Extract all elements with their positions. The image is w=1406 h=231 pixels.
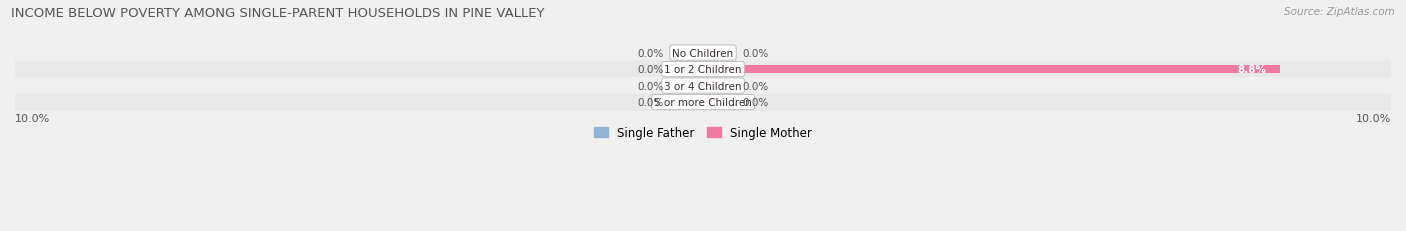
Text: Source: ZipAtlas.com: Source: ZipAtlas.com — [1284, 7, 1395, 17]
Text: No Children: No Children — [672, 48, 734, 58]
Bar — [703, 82, 725, 91]
Bar — [681, 49, 703, 58]
Bar — [15, 94, 1391, 111]
Text: 0.0%: 0.0% — [742, 48, 769, 58]
Text: 0.0%: 0.0% — [637, 81, 664, 91]
Legend: Single Father, Single Mother: Single Father, Single Mother — [589, 122, 817, 144]
Text: 1 or 2 Children: 1 or 2 Children — [664, 65, 742, 75]
Bar — [15, 45, 1391, 61]
Text: 3 or 4 Children: 3 or 4 Children — [664, 81, 742, 91]
Text: 10.0%: 10.0% — [15, 114, 51, 124]
Text: 0.0%: 0.0% — [637, 48, 664, 58]
Text: INCOME BELOW POVERTY AMONG SINGLE-PARENT HOUSEHOLDS IN PINE VALLEY: INCOME BELOW POVERTY AMONG SINGLE-PARENT… — [11, 7, 544, 20]
Text: 0.0%: 0.0% — [742, 98, 769, 108]
Bar — [703, 49, 725, 58]
Text: 8.8%: 8.8% — [1237, 65, 1267, 75]
Bar — [681, 82, 703, 91]
Bar — [681, 65, 703, 74]
Bar — [703, 65, 1279, 74]
Bar — [681, 98, 703, 107]
Bar — [15, 61, 1391, 78]
Text: 0.0%: 0.0% — [742, 81, 769, 91]
Text: 0.0%: 0.0% — [637, 98, 664, 108]
Bar — [703, 98, 725, 107]
Text: 5 or more Children: 5 or more Children — [654, 98, 752, 108]
Text: 0.0%: 0.0% — [637, 65, 664, 75]
Text: 10.0%: 10.0% — [1355, 114, 1391, 124]
Bar — [15, 78, 1391, 94]
